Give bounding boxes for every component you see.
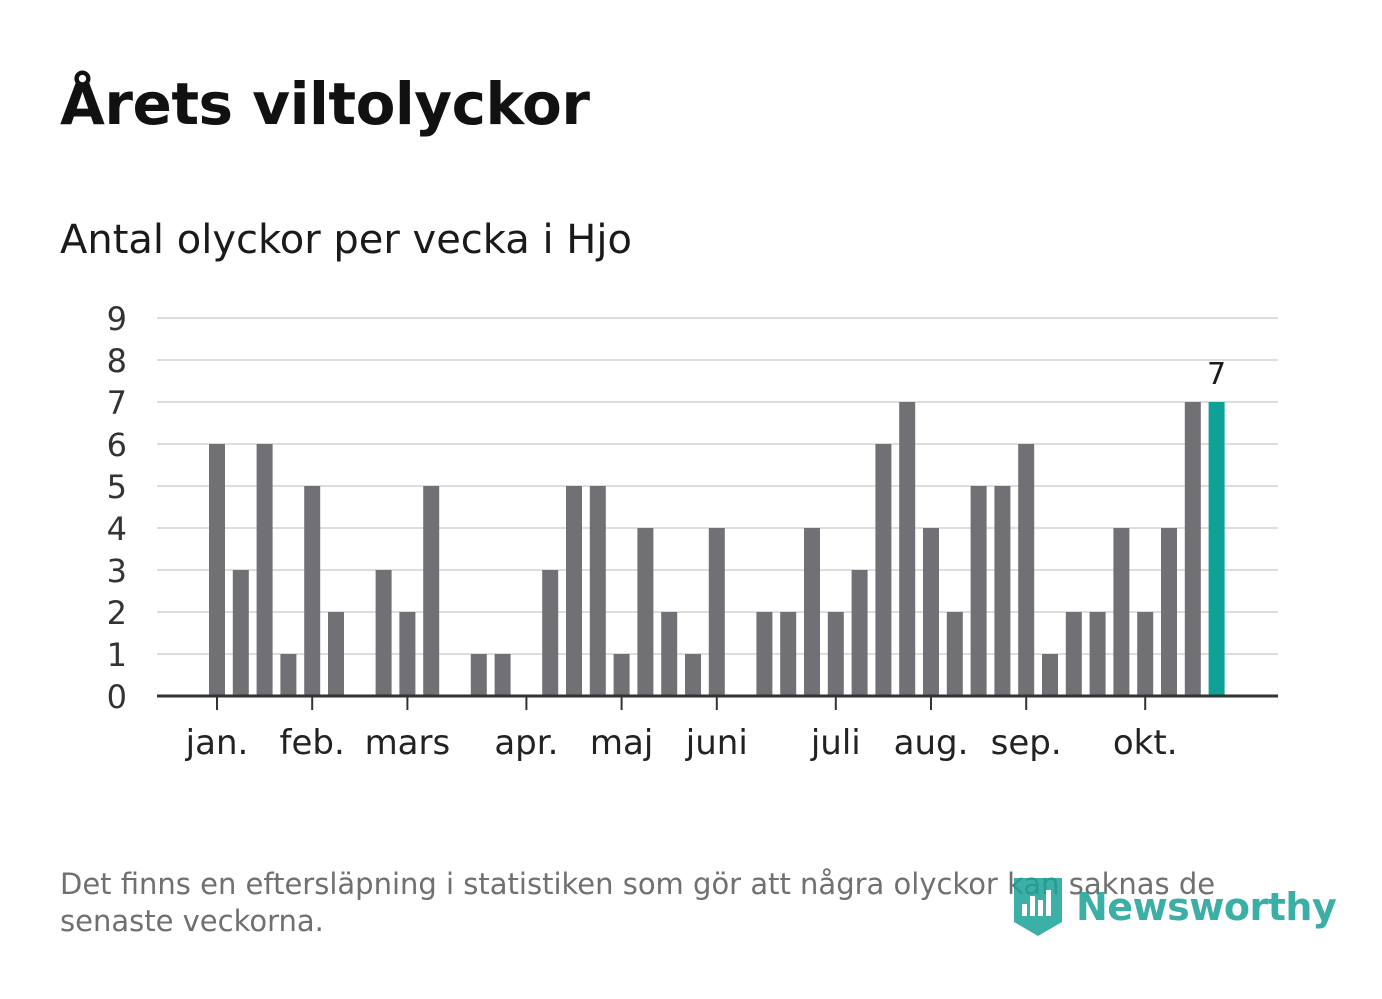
- bar: [923, 528, 939, 696]
- bar: [542, 570, 559, 696]
- bar: [1018, 444, 1035, 696]
- bar: [256, 444, 273, 696]
- bar: [1042, 654, 1058, 696]
- x-tick-label: sep.: [991, 723, 1062, 763]
- bar: [328, 612, 344, 696]
- bar: [566, 486, 582, 696]
- bar: [1137, 612, 1154, 696]
- x-tick-label: juli: [810, 723, 861, 763]
- newsworthy-logo-text: Newsworthy: [1076, 885, 1337, 929]
- bar: [209, 444, 225, 696]
- bar: [756, 612, 773, 696]
- x-tick-label: aug.: [894, 723, 969, 763]
- newsworthy-logo-icon: [1014, 878, 1062, 936]
- bar: [685, 654, 701, 696]
- bar: [375, 570, 392, 696]
- bar: [304, 486, 321, 696]
- x-tick-label: okt.: [1113, 723, 1178, 763]
- bar: [827, 612, 844, 696]
- y-tick-label: 4: [107, 510, 127, 548]
- bar: [946, 612, 963, 696]
- bar: [280, 654, 297, 696]
- bar: [994, 486, 1011, 696]
- x-tick-label: feb.: [280, 723, 345, 763]
- y-tick-label: 1: [107, 636, 127, 674]
- y-tick-label: 6: [107, 426, 127, 464]
- bar-chart: 0 1 2 3 4 5 6 7 8 9 7 jan. feb. mars apr. maj juni juli au…: [107, 300, 1278, 763]
- bar: [899, 402, 916, 696]
- chart-subtitle: Antal olyckor per vecka i Hjo: [60, 217, 632, 263]
- highlight-data-label: 7: [1207, 357, 1226, 392]
- bar: [804, 528, 820, 696]
- y-tick-label: 0: [107, 678, 127, 716]
- bar: [661, 612, 678, 696]
- bar: [589, 486, 606, 696]
- bar: [399, 612, 416, 696]
- highlight-bar: [1208, 402, 1225, 696]
- x-tick-label: mars: [365, 723, 451, 763]
- bar: [423, 486, 440, 696]
- bar: [851, 570, 868, 696]
- bar: [470, 654, 487, 696]
- x-tick-label: juni: [685, 723, 748, 763]
- bar: [1113, 528, 1130, 696]
- y-tick-label: 5: [107, 468, 127, 506]
- y-tick-label: 7: [107, 384, 127, 422]
- bar: [1184, 402, 1201, 696]
- bar: [637, 528, 654, 696]
- y-tick-label: 3: [107, 552, 127, 590]
- bar: [708, 528, 725, 696]
- x-tick-label: maj: [590, 723, 653, 763]
- bar: [1089, 612, 1106, 696]
- y-tick-label: 9: [107, 300, 127, 338]
- y-tick-label: 8: [107, 342, 127, 380]
- bar: [1065, 612, 1082, 696]
- x-tick-label: jan.: [185, 723, 249, 763]
- bar: [780, 612, 797, 696]
- bar: [232, 570, 249, 696]
- newsworthy-logo: Newsworthy: [1010, 874, 1337, 940]
- chart-title: Årets viltolyckor: [60, 70, 590, 138]
- x-tick-label: apr.: [494, 723, 558, 763]
- bar: [970, 486, 987, 696]
- bar: [1161, 528, 1177, 696]
- y-tick-label: 2: [107, 594, 127, 632]
- bar: [875, 444, 892, 696]
- bar: [494, 654, 511, 696]
- bar: [613, 654, 630, 696]
